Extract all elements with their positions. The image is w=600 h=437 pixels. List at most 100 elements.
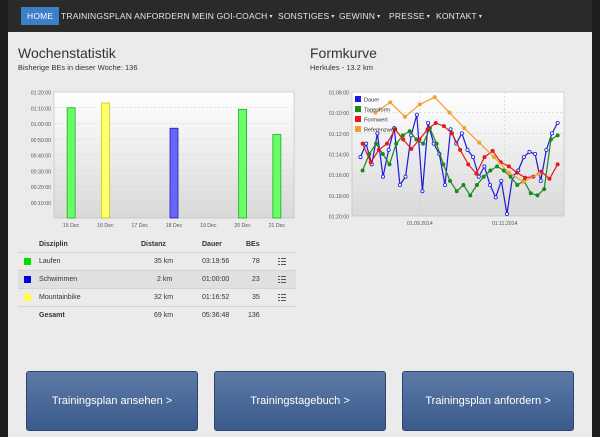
x-tick-label: 16 Dec	[97, 223, 114, 229]
y-tick-label: 01:12:00	[329, 132, 349, 138]
nav-gewinn-label: GEWINN	[339, 11, 376, 21]
row-dauer: 03:19:56	[202, 258, 230, 265]
data-point	[482, 155, 487, 160]
row-dauer: 01:00:00	[202, 276, 230, 283]
row-bes: 78	[252, 258, 260, 265]
nav-gewinn[interactable]: GEWINN ▾	[339, 8, 380, 24]
data-point	[539, 169, 544, 174]
row-bes: 23	[252, 276, 260, 283]
nav-presse-label: PRESSE	[389, 11, 425, 21]
week-title: Wochenstatistik	[18, 45, 116, 61]
list-icon[interactable]	[278, 275, 286, 284]
total-name: Gesamt	[39, 312, 65, 319]
data-point	[499, 178, 504, 183]
data-point	[375, 131, 380, 136]
y-tick-label: 01:10:00	[31, 106, 51, 112]
form-title: Formkurve	[310, 45, 377, 61]
data-point	[441, 162, 446, 167]
data-point	[468, 193, 473, 198]
header-disziplin: Disziplin	[39, 241, 68, 248]
legend-swatch	[355, 96, 361, 102]
data-point	[448, 127, 453, 132]
nav-sonstiges-label: SONSTIGES	[278, 11, 330, 21]
nav-sonstiges[interactable]: SONSTIGES ▾	[278, 8, 335, 24]
header-dauer: Dauer	[202, 241, 222, 248]
data-point	[409, 146, 414, 151]
data-point	[466, 162, 471, 167]
data-point	[360, 168, 365, 173]
list-icon[interactable]	[278, 293, 286, 302]
data-point	[533, 152, 538, 157]
data-point	[521, 155, 526, 160]
row-name: Mountainbike	[39, 294, 81, 301]
data-point	[488, 183, 493, 188]
data-point	[501, 168, 506, 173]
table-total-row: Gesamt 69 km 05:36:48 136	[18, 306, 296, 325]
y-tick-label: 00:50:00	[31, 138, 51, 144]
x-tick-label: 20 Dec	[234, 223, 251, 229]
data-point	[547, 176, 552, 181]
data-point	[544, 147, 549, 152]
legend-label: Tagesform	[364, 108, 390, 114]
list-icon[interactable]	[278, 257, 286, 266]
chevron-down-icon: ▾	[377, 14, 381, 20]
page: HOME TRAININGSPLAN ANFORDERN MEIN GOI-CO…	[8, 0, 592, 437]
bar	[169, 127, 179, 219]
chevron-down-icon: ▾	[478, 14, 483, 20]
data-point	[536, 171, 541, 176]
x-tick-label: 19 Dec	[200, 223, 217, 229]
data-point	[555, 162, 560, 167]
trainingsplan-anfordern-button[interactable]: Trainingsplan anfordern >	[402, 371, 574, 431]
y-tick-label: 00:10:00	[31, 201, 51, 207]
nav-mein-goi-coach[interactable]: MEIN GOI-COACH ▾	[192, 8, 273, 24]
nav-kontakt[interactable]: KONTAKT ▾	[436, 8, 482, 24]
nav-home[interactable]: HOME	[21, 7, 60, 25]
data-point	[555, 121, 560, 126]
data-point	[535, 193, 540, 198]
table-header: Disziplin Distanz Dauer BEs	[18, 236, 296, 254]
x-tick-label: 18 Dec	[166, 223, 183, 229]
data-point	[426, 121, 431, 126]
data-point	[477, 140, 482, 145]
data-point	[508, 174, 513, 179]
row-dauer: 01:16:52	[202, 294, 230, 301]
data-point	[384, 141, 389, 146]
row-distanz: 35 km	[154, 258, 174, 265]
nav-home-label: HOME	[27, 11, 54, 21]
data-point	[417, 102, 422, 107]
y-tick-label: 01:16:00	[329, 173, 349, 179]
data-point	[358, 155, 363, 160]
data-point	[421, 141, 426, 146]
total-dauer: 05:36:48	[202, 312, 230, 319]
x-tick-label: 01.09.2014	[407, 221, 433, 227]
data-point	[376, 147, 381, 152]
data-point	[474, 183, 479, 188]
chevron-down-icon: ▾	[269, 14, 273, 20]
data-point	[417, 137, 422, 142]
data-point	[448, 178, 453, 183]
data-point	[381, 174, 386, 179]
data-point	[403, 174, 408, 179]
nav-presse[interactable]: PRESSE ▾	[389, 8, 430, 24]
x-tick-label: 17 Dec	[131, 223, 148, 229]
data-point	[528, 191, 533, 196]
data-point	[542, 187, 547, 192]
data-point	[403, 114, 408, 119]
data-point	[493, 195, 498, 200]
nav-trainingsplan-anfordern[interactable]: TRAININGSPLAN ANFORDERN	[61, 8, 190, 24]
data-point	[441, 124, 446, 129]
data-point	[432, 95, 437, 100]
bar	[101, 102, 110, 219]
data-point	[527, 149, 532, 154]
table-row: Mountainbike 32 km 01:16:52 35	[18, 288, 296, 307]
trainingstagebuch-button[interactable]: Trainingstagebuch >	[214, 371, 386, 431]
data-point	[471, 155, 476, 160]
data-point	[393, 127, 398, 132]
data-point	[550, 131, 555, 136]
trainingsplan-ansehen-button[interactable]: Trainingsplan ansehen >	[26, 371, 198, 431]
data-point	[506, 164, 511, 169]
nav-coach-label: MEIN GOI-COACH	[192, 11, 268, 21]
color-swatch	[24, 276, 31, 283]
data-point	[364, 141, 369, 146]
data-point	[373, 110, 378, 115]
